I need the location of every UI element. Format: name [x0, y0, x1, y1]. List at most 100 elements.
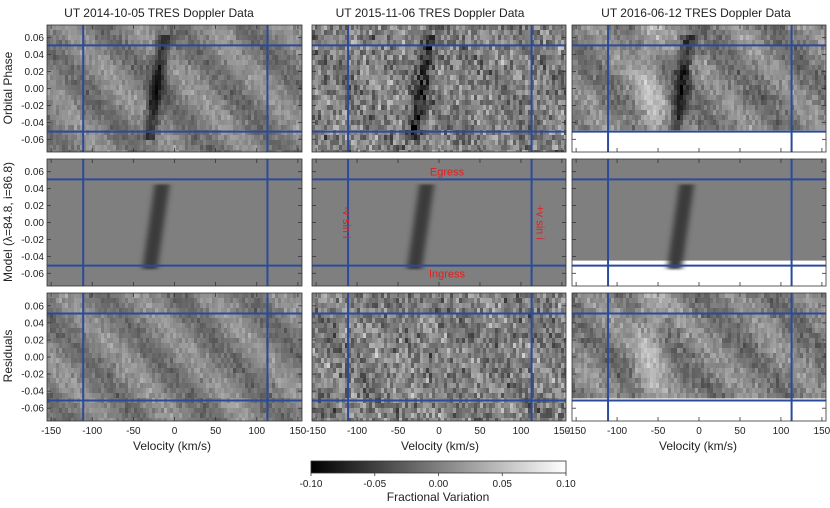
heatmap-cell — [504, 50, 508, 56]
heatmap-cell — [257, 130, 261, 136]
heatmap-cell — [558, 55, 562, 61]
heatmap-cell — [299, 25, 302, 31]
heatmap-cell — [230, 110, 234, 116]
heatmap-cell — [293, 140, 297, 146]
heatmap-cell — [534, 145, 538, 151]
heatmap-cell — [315, 95, 319, 101]
heatmap-cell — [351, 65, 355, 71]
heatmap-cell — [429, 60, 433, 66]
heatmap-cell — [182, 100, 186, 106]
heatmap-cell — [95, 25, 99, 31]
heatmap-cell — [95, 140, 99, 146]
heatmap-cell — [501, 150, 505, 152]
heatmap-cell — [797, 30, 801, 36]
heatmap-cell — [632, 40, 636, 46]
heatmap-cell — [453, 45, 457, 51]
heatmap-cell — [318, 50, 322, 56]
heatmap-cell — [119, 90, 123, 96]
heatmap-cell — [158, 140, 162, 146]
heatmap-cell — [501, 120, 505, 126]
heatmap-cell — [477, 65, 481, 71]
heatmap-cell — [815, 25, 819, 31]
heatmap-cell — [348, 110, 352, 116]
heatmap-cell — [263, 130, 267, 136]
heatmap-cell — [164, 45, 168, 51]
heatmap-cell — [366, 95, 370, 101]
heatmap-cell — [95, 45, 99, 51]
heatmap-cell — [411, 45, 415, 51]
heatmap-cell — [695, 35, 699, 41]
heatmap-cell — [510, 90, 514, 96]
heatmap-cell — [357, 110, 361, 116]
heatmap-cell — [158, 110, 162, 116]
heatmap-cell — [257, 60, 261, 66]
heatmap-cell — [396, 120, 400, 126]
row-label-orbital-phase: Orbital Phase — [1, 51, 15, 124]
heatmap-cell — [296, 50, 300, 56]
heatmap-cell — [474, 75, 478, 81]
heatmap-cell — [236, 95, 240, 101]
heatmap-cell — [369, 70, 373, 76]
heatmap-cell — [257, 95, 261, 101]
heatmap-cell — [137, 55, 141, 61]
heatmap-cell — [342, 135, 346, 141]
heatmap-cell — [528, 70, 532, 76]
heatmap-cell — [342, 25, 346, 31]
heatmap-cell — [345, 150, 349, 152]
heatmap-cell — [230, 100, 234, 106]
heatmap-cell — [110, 55, 114, 61]
heatmap-cell — [257, 145, 261, 151]
heatmap-cell — [125, 100, 129, 106]
heatmap-cell — [197, 45, 201, 51]
heatmap-cell — [86, 105, 90, 111]
heatmap-cell — [345, 75, 349, 81]
heatmap-cell — [218, 130, 222, 136]
heatmap-cell — [324, 110, 328, 116]
heatmap-cell — [324, 140, 328, 146]
heatmap-cell — [465, 100, 469, 106]
heatmap-cell — [572, 30, 576, 36]
heatmap-cell — [140, 25, 144, 31]
heatmap-cell — [65, 110, 69, 116]
heatmap-cell — [221, 120, 225, 126]
heatmap-cell — [399, 75, 403, 81]
heatmap-cell — [680, 50, 684, 56]
heatmap-cell — [110, 130, 114, 136]
heatmap-cell — [411, 135, 415, 141]
heatmap-cell — [360, 95, 364, 101]
heatmap-cell — [218, 145, 222, 151]
heatmap-cell — [92, 50, 96, 56]
heatmap-cell — [107, 50, 111, 56]
heatmap-cell — [95, 40, 99, 46]
heatmap-cell — [468, 45, 472, 51]
heatmap-cell — [516, 80, 520, 86]
heatmap-cell — [179, 105, 183, 111]
heatmap-cell — [122, 150, 126, 152]
heatmap-cell — [564, 55, 566, 61]
heatmap-cell — [381, 140, 385, 146]
heatmap-cell — [513, 40, 517, 46]
heatmap-cell — [318, 40, 322, 46]
heatmap-cell — [284, 55, 288, 61]
heatmap-cell — [758, 30, 762, 36]
heatmap-cell — [239, 95, 243, 101]
heatmap-cell — [53, 50, 57, 56]
heatmap-cell — [218, 60, 222, 66]
heatmap-cell — [62, 70, 66, 76]
heatmap-cell — [776, 25, 780, 31]
heatmap-cell — [140, 150, 144, 152]
heatmap-cell — [396, 45, 400, 51]
heatmap-cell — [215, 145, 219, 151]
heatmap-cell — [224, 55, 228, 61]
heatmap-cell — [74, 145, 78, 151]
heatmap-cell — [614, 30, 618, 36]
heatmap-cell — [89, 105, 93, 111]
heatmap-cell — [393, 30, 397, 36]
heatmap-cell — [561, 50, 565, 56]
heatmap-cell — [360, 125, 364, 131]
heatmap-cell — [221, 135, 225, 141]
heatmap-cell — [110, 125, 114, 131]
heatmap-cell — [107, 80, 111, 86]
heatmap-cell — [176, 25, 180, 31]
heatmap-cell — [390, 115, 394, 121]
